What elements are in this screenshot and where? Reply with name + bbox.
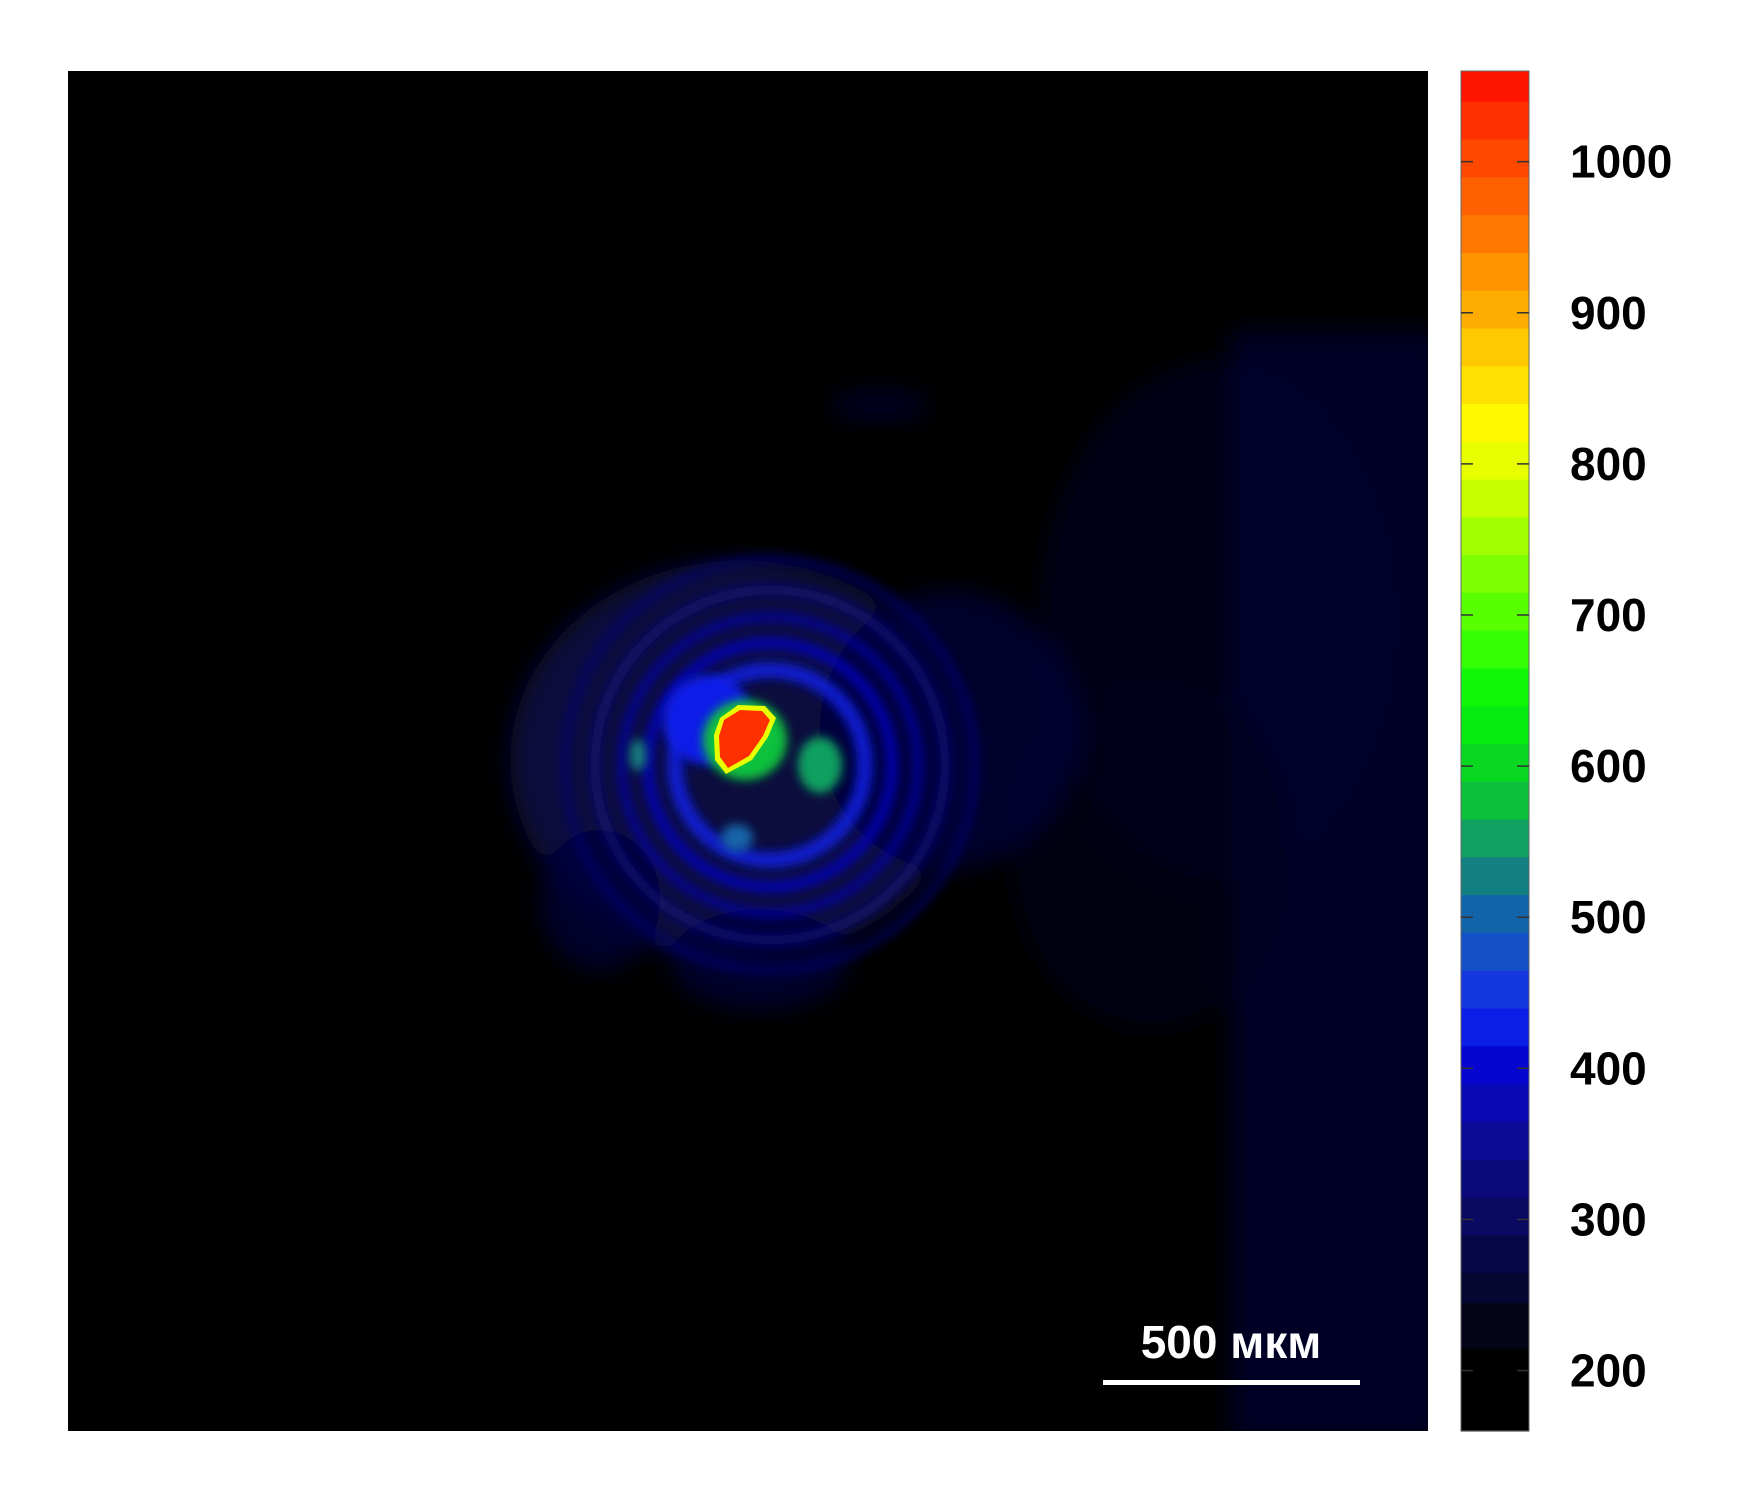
colorbar-band: [1461, 819, 1529, 858]
colorbar-band: [1461, 290, 1529, 329]
colorbar-band: [1461, 479, 1529, 518]
colorbar-band: [1461, 176, 1529, 216]
colorbar-band: [1461, 214, 1529, 253]
colorbar-band: [1461, 71, 1529, 102]
colorbar-band: [1461, 441, 1529, 480]
diffuse-background: [830, 330, 1428, 1431]
colorbar-band: [1461, 705, 1529, 745]
colorbar-frame: [1460, 70, 1530, 1432]
colorbar-tick-label: 700: [1570, 589, 1647, 641]
colorbar-band: [1461, 403, 1529, 442]
plot-area: 500 мкм: [68, 71, 1428, 1431]
colorbar-band: [1461, 1083, 1529, 1122]
colorbar-band: [1461, 592, 1529, 631]
colorbar-band: [1461, 1196, 1529, 1236]
colorbar-band: [1461, 856, 1529, 896]
colorbar-band: [1461, 970, 1529, 1009]
colorbar-bands: [1461, 71, 1529, 1432]
colorbar-band: [1461, 327, 1529, 367]
scale-bar-line: [1103, 1380, 1360, 1385]
colorbar-band: [1461, 1159, 1529, 1198]
colorbar-tick-label: 1000: [1570, 136, 1672, 188]
colorbar-tick-label: 200: [1570, 1345, 1647, 1397]
colorbar-band: [1461, 1045, 1529, 1085]
diffraction-rings: [560, 555, 980, 975]
colorbar-tick-label: 300: [1570, 1193, 1647, 1245]
colorbar-band: [1461, 1007, 1529, 1047]
colorbar-tick-label: 600: [1570, 740, 1647, 792]
colorbar: 200 300 400 500 600 700 800 900 1000: [1460, 70, 1672, 1432]
colorbar-band: [1461, 781, 1529, 820]
colorbar-band: [1461, 1272, 1529, 1304]
colorbar-band: [1461, 516, 1529, 556]
intensity-pattern: [510, 330, 1428, 1431]
colorbar-band: [1461, 894, 1529, 933]
colorbar-tick-label: 900: [1570, 287, 1647, 339]
colorbar-band: [1461, 1347, 1529, 1432]
colorbar-band: [1461, 1234, 1529, 1273]
colorbar-tick-label: 800: [1570, 438, 1647, 490]
colorbar-band: [1461, 667, 1529, 707]
colorbar-ticks: 200 300 400 500 600 700 800 900 1000: [1461, 136, 1672, 1397]
scale-bar: 500 мкм: [1103, 1316, 1360, 1385]
colorbar-band: [1461, 1302, 1529, 1349]
colorbar-band: [1461, 554, 1529, 593]
colorbar-band: [1461, 630, 1529, 669]
scale-bar-label: 500 мкм: [1141, 1316, 1322, 1368]
colorbar-band: [1461, 932, 1529, 971]
colorbar-band: [1461, 1121, 1529, 1160]
colorbar-band: [1461, 101, 1529, 140]
colorbar-tick-label: 500: [1570, 891, 1647, 943]
colorbar-band: [1461, 365, 1529, 405]
colorbar-band: [1461, 252, 1529, 291]
colorbar-band: [1461, 743, 1529, 782]
colorbar-tick-label: 400: [1570, 1042, 1647, 1094]
central-peak: [703, 700, 787, 780]
colorbar-band: [1461, 139, 1529, 178]
